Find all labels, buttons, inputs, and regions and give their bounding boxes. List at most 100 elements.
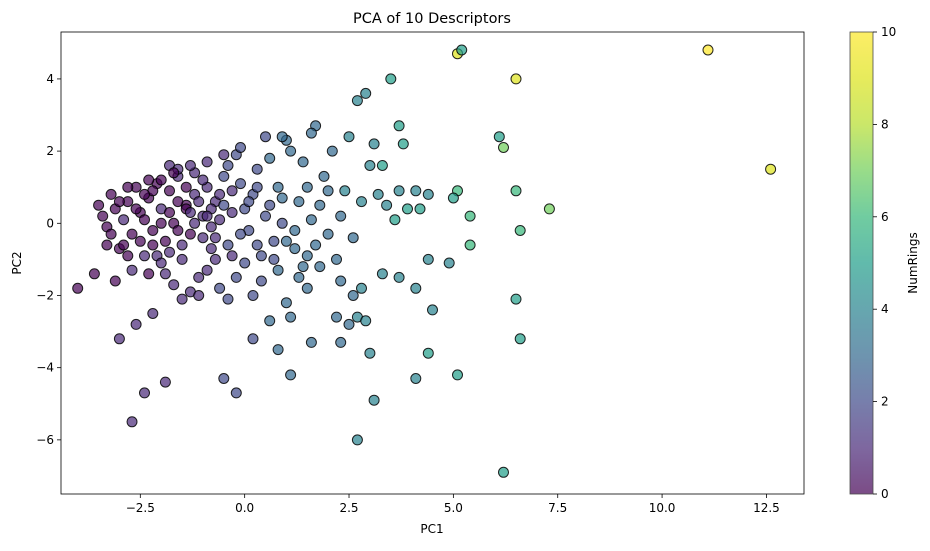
data-point (498, 466, 509, 478)
points-layer (72, 44, 777, 478)
data-point (272, 181, 284, 193)
data-point (280, 235, 292, 247)
x-tick-label: 7.5 (548, 501, 567, 515)
data-point (297, 156, 309, 168)
data-point (305, 336, 317, 348)
data-point (422, 188, 434, 200)
data-point (139, 214, 150, 226)
data-point (276, 131, 288, 143)
y-tick-label: 0 (46, 216, 54, 230)
data-point (498, 142, 509, 153)
data-point (255, 250, 267, 262)
data-point (305, 127, 317, 139)
data-point (447, 192, 459, 204)
data-point (456, 44, 468, 56)
data-point (184, 160, 196, 171)
data-point (318, 170, 330, 182)
data-point (260, 131, 271, 143)
data-point (205, 243, 217, 255)
data-point (209, 232, 221, 244)
data-point (218, 373, 230, 384)
data-point (393, 271, 405, 283)
data-point (122, 181, 134, 193)
data-point (414, 203, 426, 215)
x-tick-label: 5.0 (444, 501, 463, 515)
data-point (268, 235, 280, 247)
data-point (347, 232, 359, 244)
data-point (164, 207, 175, 218)
data-point (310, 239, 322, 251)
data-point (493, 131, 505, 143)
data-point (72, 282, 84, 294)
data-point (193, 271, 205, 283)
y-tick-label: 2 (46, 144, 54, 158)
data-point (285, 145, 297, 157)
colorbar-tick-label: 8 (881, 117, 889, 131)
data-point (305, 214, 317, 226)
data-point (143, 268, 155, 280)
data-point (331, 253, 342, 265)
data-point (201, 264, 213, 276)
data-point (113, 196, 125, 208)
data-point (251, 163, 263, 175)
data-point (410, 185, 422, 197)
data-point (443, 257, 455, 269)
data-point (314, 261, 326, 273)
data-point (147, 308, 159, 319)
data-point (397, 138, 409, 150)
chart-title: PCA of 10 Descriptors (353, 11, 511, 27)
plot-frame (60, 31, 805, 495)
data-point (105, 188, 117, 200)
data-point (264, 315, 276, 327)
data-point (93, 199, 105, 211)
data-point (143, 174, 155, 186)
colorbar (849, 31, 874, 495)
data-point (285, 369, 297, 381)
data-point (251, 239, 263, 251)
data-point (118, 214, 130, 226)
data-point (139, 250, 150, 262)
data-point (247, 290, 259, 301)
data-point (159, 376, 171, 388)
x-tick-label: 0.0 (235, 501, 254, 515)
data-point (130, 318, 142, 330)
data-point (510, 73, 522, 85)
data-point (176, 239, 188, 251)
data-point (272, 264, 284, 276)
data-point (364, 347, 376, 359)
data-point (159, 235, 171, 247)
data-point (335, 210, 347, 222)
data-point (189, 217, 201, 229)
data-point (218, 149, 230, 161)
data-point (393, 185, 405, 197)
data-point (201, 210, 213, 222)
colorbar-tick-label: 4 (881, 302, 889, 316)
data-point (322, 185, 334, 197)
data-point (422, 253, 434, 265)
y-tick-label: −6 (36, 433, 54, 447)
data-point (184, 228, 196, 240)
data-point (543, 203, 555, 215)
data-point (322, 228, 334, 240)
data-point (109, 275, 121, 287)
data-point (193, 290, 205, 301)
data-point (372, 188, 384, 200)
data-point (105, 228, 117, 240)
data-point (88, 268, 100, 280)
data-point (122, 250, 134, 262)
data-point (214, 214, 226, 226)
data-point (230, 271, 242, 283)
data-point (464, 239, 476, 251)
y-axis: −6 −4 −2 0 2 4 (36, 72, 61, 447)
colorbar-axis: 0 2 4 6 8 10 (873, 25, 896, 501)
data-point (230, 387, 242, 399)
x-tick-label: 2.5 (339, 501, 358, 515)
data-point (126, 228, 138, 240)
data-point (301, 250, 313, 262)
data-point (264, 152, 276, 164)
data-point (243, 196, 255, 208)
data-point (368, 394, 380, 406)
data-point (218, 199, 230, 211)
data-point (765, 163, 777, 175)
